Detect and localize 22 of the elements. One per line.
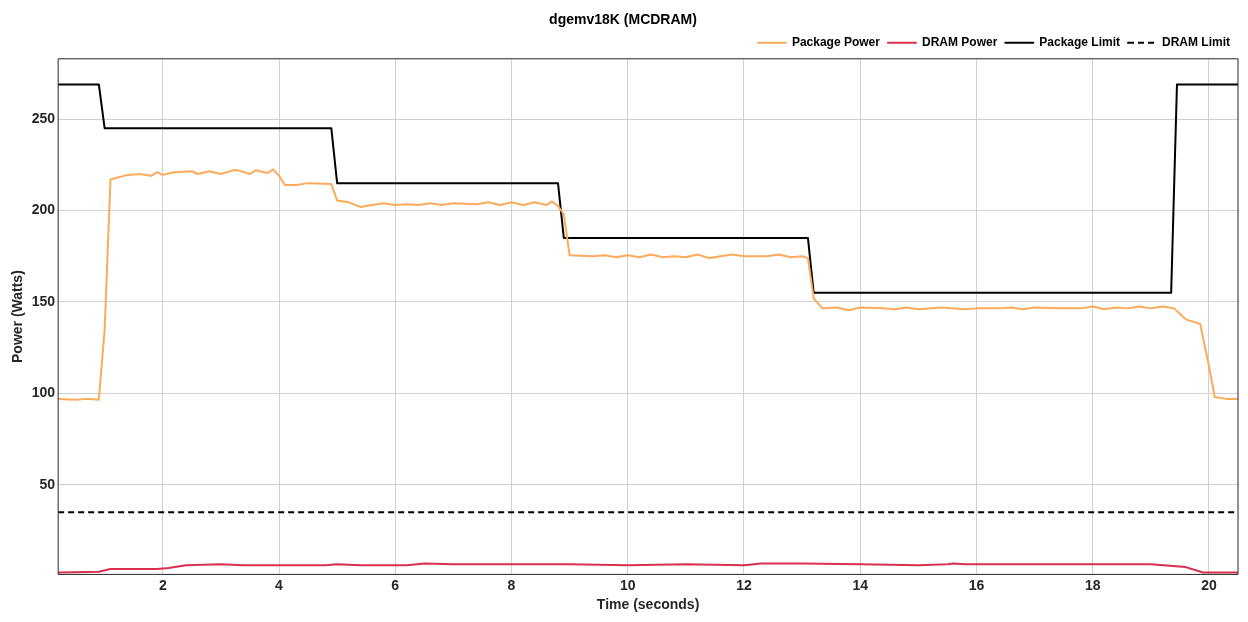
x-tick-label: 18 xyxy=(1084,576,1101,593)
x-tick-label: 8 xyxy=(507,576,516,593)
legend-label: Package Power xyxy=(791,35,881,50)
x-tick-label: 12 xyxy=(736,576,752,593)
legend-label: DRAM Limit xyxy=(1162,35,1231,50)
x-axis-title: Time (seconds) xyxy=(596,596,700,613)
y-axis-title: Power (Watts) xyxy=(9,270,26,364)
y-tick-label: 100 xyxy=(31,384,56,401)
y-tick-label: 150 xyxy=(31,292,56,309)
x-tick-label: 4 xyxy=(275,576,284,593)
legend-label: Package Limit xyxy=(1039,35,1121,50)
y-tick-label: 50 xyxy=(39,475,56,492)
x-tick-label: 16 xyxy=(968,576,985,593)
x-tick-label: 6 xyxy=(391,576,400,593)
y-tick-label: 250 xyxy=(31,110,56,126)
x-tick-label: 14 xyxy=(852,576,869,593)
y-tick-label: 200 xyxy=(31,201,56,218)
x-tick-label: 10 xyxy=(619,576,636,593)
x-tick-label: 20 xyxy=(1201,576,1217,593)
chart-title: dgemv18K (MCDRAM) xyxy=(549,11,697,28)
legend-label: DRAM Power xyxy=(921,35,998,50)
x-tick-label: 2 xyxy=(158,576,167,593)
